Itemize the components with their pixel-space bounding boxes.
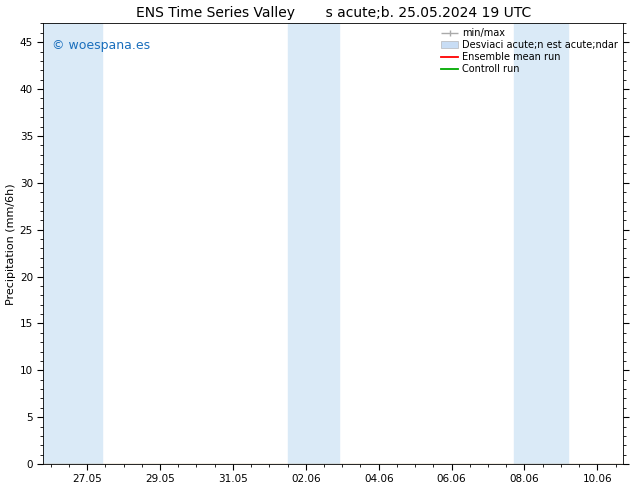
Bar: [514, 24, 568, 464]
Legend: min/max, Desviaci acute;n est acute;ndar, Ensemble mean run, Controll run: min/max, Desviaci acute;n est acute;ndar…: [438, 25, 621, 77]
Bar: [288, 24, 339, 464]
Text: © woespana.es: © woespana.es: [52, 39, 150, 52]
Title: ENS Time Series Valley       s acute;b. 25.05.2024 19 UTC: ENS Time Series Valley s acute;b. 25.05.…: [136, 5, 531, 20]
Y-axis label: Precipitation (mm/6h): Precipitation (mm/6h): [6, 183, 16, 305]
Bar: [43, 24, 101, 464]
